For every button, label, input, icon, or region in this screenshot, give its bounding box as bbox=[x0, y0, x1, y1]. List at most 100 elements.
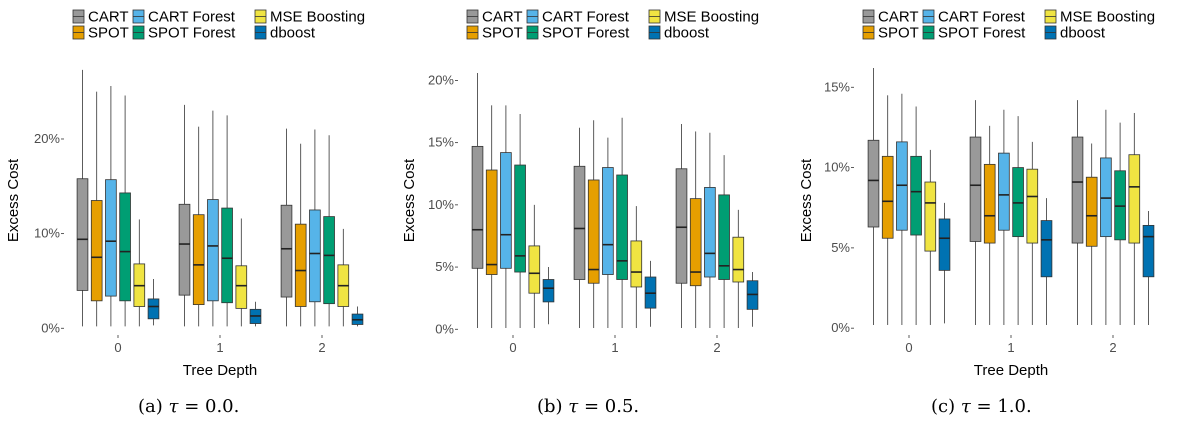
x-tick-label: 0 bbox=[114, 340, 121, 355]
box-spot-forest-depth-0 bbox=[514, 114, 526, 329]
legend-label: CART Forest bbox=[542, 9, 630, 26]
x-tick-label: 1 bbox=[611, 340, 618, 355]
x-tick-label: 0 bbox=[905, 340, 912, 355]
box-mse-boosting-depth-1 bbox=[630, 206, 643, 329]
box-spot-depth-1 bbox=[192, 126, 205, 327]
legend-label: SPOT bbox=[88, 25, 129, 42]
legend-key-cart-forest: CART Forest bbox=[526, 9, 630, 26]
box-iqr bbox=[998, 152, 1010, 231]
box-iqr bbox=[1142, 224, 1155, 278]
x-axis-title: Tree Depth bbox=[974, 362, 1048, 379]
box-iqr bbox=[1071, 136, 1084, 244]
box-iqr bbox=[1012, 167, 1024, 238]
x-tick-label: 2 bbox=[318, 340, 325, 355]
box-cart-depth-0 bbox=[471, 72, 484, 329]
legend-label: dboost bbox=[270, 25, 316, 42]
legend-label: MSE Boosting bbox=[1060, 9, 1155, 26]
box-spot-forest-depth-0 bbox=[119, 95, 131, 327]
box-iqr bbox=[192, 214, 205, 306]
legend: CART CART Forest MSE Boosting SPOT SPOT Fore… bbox=[862, 9, 1155, 42]
box-iqr bbox=[616, 174, 628, 280]
y-axis-title: Excess Cost bbox=[5, 158, 22, 242]
caption-prefix: (b) bbox=[537, 396, 568, 417]
box-dboost-depth-1 bbox=[249, 301, 262, 327]
legend-key-dboost: dboost bbox=[648, 25, 710, 42]
y-tick-label: 10% bbox=[34, 226, 60, 241]
caption-prefix: (c) bbox=[931, 396, 961, 417]
legend-key-cart-forest: CART Forest bbox=[922, 9, 1026, 26]
box-spot-depth-2 bbox=[689, 131, 702, 329]
box-iqr bbox=[528, 245, 541, 294]
box-iqr bbox=[514, 164, 526, 273]
box-cart-depth-0 bbox=[867, 68, 880, 325]
chart-panel-3: CART CART Forest MSE Boosting SPOT SPOT Fore… bbox=[798, 9, 1155, 418]
caption: (a) τ = 0.0. bbox=[138, 396, 239, 417]
box-iqr bbox=[471, 145, 484, 269]
y-axis-title: Excess Cost bbox=[798, 158, 815, 242]
box-cart-forest-depth-1 bbox=[998, 109, 1010, 325]
box-iqr bbox=[221, 207, 233, 304]
box-iqr bbox=[867, 139, 880, 228]
y-tick-label: 0% bbox=[41, 320, 60, 335]
box-spot-depth-2 bbox=[294, 143, 307, 327]
legend-key-mse-boosting: MSE Boosting bbox=[648, 9, 759, 26]
legend-key-cart-forest: CART Forest bbox=[132, 9, 236, 26]
box-dboost-depth-2 bbox=[351, 306, 364, 327]
box-spot-forest-depth-1 bbox=[221, 115, 233, 327]
box-mse-boosting-depth-0 bbox=[133, 219, 146, 327]
box-iqr bbox=[207, 199, 219, 302]
y-tick-label: 10% bbox=[428, 197, 454, 212]
x-tick-label: 1 bbox=[216, 340, 223, 355]
box-spot-depth-0 bbox=[485, 105, 498, 329]
legend-label: CART bbox=[878, 9, 919, 26]
caption-variable: τ bbox=[961, 396, 972, 417]
box-dboost-depth-0 bbox=[938, 202, 951, 324]
box-mse-boosting-depth-0 bbox=[924, 149, 937, 325]
legend-key-dboost: dboost bbox=[254, 25, 316, 42]
legend-label: dboost bbox=[664, 25, 710, 42]
caption-rest: = 0.0. bbox=[178, 396, 239, 417]
box-iqr bbox=[323, 216, 335, 305]
box-mse-boosting-depth-1 bbox=[235, 218, 248, 327]
legend-key-mse-boosting: MSE Boosting bbox=[1044, 9, 1155, 26]
box-iqr bbox=[1085, 176, 1098, 247]
box-spot-forest-depth-2 bbox=[323, 135, 335, 327]
box-cart-depth-2 bbox=[280, 128, 293, 327]
box-spot-depth-2 bbox=[1085, 143, 1098, 325]
box-iqr bbox=[1128, 154, 1141, 244]
box-cart-forest-depth-2 bbox=[1100, 109, 1112, 325]
y-tick-label: 0% bbox=[435, 321, 454, 336]
legend: CART CART Forest MSE Boosting SPOT SPOT Fore… bbox=[466, 9, 759, 42]
x-tick-label: 2 bbox=[1109, 340, 1116, 355]
legend-label: dboost bbox=[1060, 25, 1106, 42]
box-cart-forest-depth-0 bbox=[105, 85, 117, 327]
box-dboost-depth-2 bbox=[746, 272, 759, 327]
box-mse-boosting-depth-2 bbox=[732, 209, 745, 329]
box-cart-depth-2 bbox=[675, 123, 688, 329]
caption-variable: τ bbox=[568, 396, 579, 417]
box-cart-forest-depth-1 bbox=[602, 137, 614, 329]
legend-label: CART bbox=[88, 9, 129, 26]
legend-label: CART bbox=[482, 9, 523, 26]
box-iqr bbox=[178, 203, 191, 296]
legend-label: SPOT Forest bbox=[542, 25, 630, 42]
box-dboost-depth-0 bbox=[147, 279, 160, 326]
box-iqr bbox=[542, 279, 555, 303]
box-iqr bbox=[1114, 170, 1126, 241]
box-iqr bbox=[119, 192, 131, 302]
box-cart-forest-depth-1 bbox=[207, 110, 219, 327]
legend-key-spot: SPOT bbox=[466, 25, 523, 42]
box-iqr bbox=[1100, 157, 1112, 238]
box-iqr bbox=[90, 200, 103, 302]
legend-label: CART Forest bbox=[148, 9, 236, 26]
box-iqr bbox=[910, 155, 922, 236]
y-tick-label: 10% bbox=[824, 160, 850, 175]
box-iqr bbox=[309, 209, 321, 303]
caption-rest: = 1.0. bbox=[971, 396, 1032, 417]
box-iqr bbox=[485, 169, 498, 275]
box-mse-boosting-depth-2 bbox=[1128, 112, 1141, 325]
box-iqr bbox=[732, 236, 745, 283]
legend-label: SPOT Forest bbox=[938, 25, 1026, 42]
box-cart-forest-depth-0 bbox=[896, 93, 908, 325]
box-spot-depth-1 bbox=[983, 125, 996, 325]
